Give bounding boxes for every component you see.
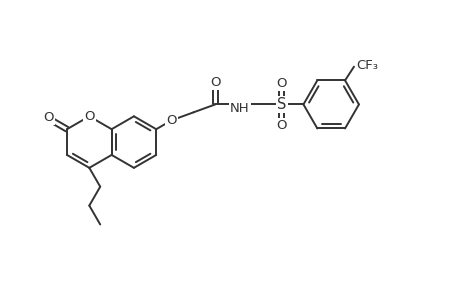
Text: O: O [210,76,220,89]
Text: O: O [84,110,95,123]
Text: O: O [276,119,286,132]
Text: CF₃: CF₃ [355,59,377,72]
Text: S: S [276,97,285,112]
Text: O: O [166,114,177,127]
Text: NH: NH [230,102,249,115]
Text: O: O [276,77,286,90]
Text: O: O [44,111,54,124]
